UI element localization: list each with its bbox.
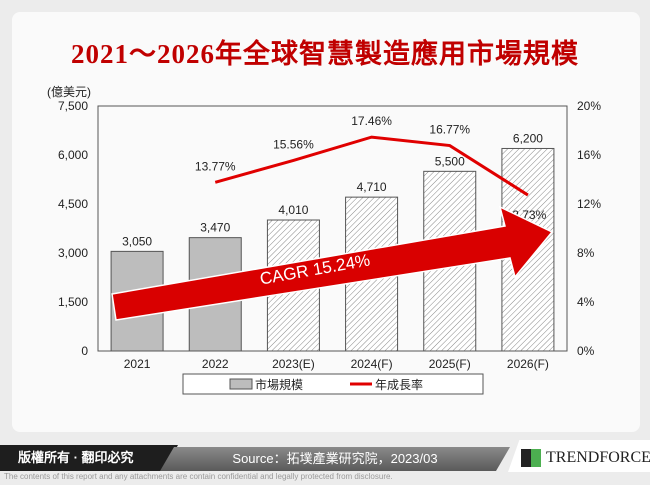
legend-line-label: 年成長率 bbox=[375, 377, 423, 392]
x-tick-label: 2026(F) bbox=[507, 357, 549, 371]
bar-data-label: 5,500 bbox=[435, 154, 465, 168]
y-tick-label: 7,500 bbox=[58, 99, 88, 113]
plot-area bbox=[97, 105, 568, 352]
y-tick-label: 4,500 bbox=[58, 197, 88, 211]
x-tick-label: 2023(E) bbox=[272, 357, 315, 371]
y-axis-label: (億美元) bbox=[47, 85, 91, 99]
chart: (億美元) 0 1,500 3,000 4,500 6,000 7,500 0% 4% 8% 12… bbox=[47, 85, 601, 395]
bar-data-label: 4,010 bbox=[278, 203, 308, 217]
disclaimer: The contents of this report and any atta… bbox=[4, 472, 393, 481]
y-tick-label: 1,500 bbox=[58, 295, 88, 309]
line-data-label: 16.77% bbox=[429, 123, 470, 137]
x-tick-label: 2022 bbox=[202, 357, 229, 371]
y2-tick-label: 8% bbox=[577, 246, 595, 260]
y-tick-label: 6,000 bbox=[58, 148, 88, 162]
trendforce-logo-icon bbox=[521, 449, 541, 467]
source-label: Source：拓墣產業研究院，2023/03 bbox=[160, 447, 510, 471]
y2-tick-label: 20% bbox=[577, 99, 601, 113]
x-tick-label: 2021 bbox=[124, 357, 151, 371]
x-tick-label: 2024(F) bbox=[351, 357, 393, 371]
line-data-label: 17.46% bbox=[351, 114, 392, 128]
bar-data-label: 3,470 bbox=[200, 221, 230, 235]
y2-tick-label: 4% bbox=[577, 295, 595, 309]
bar-data-label: 4,710 bbox=[357, 180, 387, 194]
y2-tick-label: 16% bbox=[577, 148, 601, 162]
logo-text: TRENDFORCE bbox=[546, 449, 650, 466]
line-data-label: 13.77% bbox=[195, 159, 236, 173]
bar-data-label: 3,050 bbox=[122, 234, 152, 248]
cagr-arrow bbox=[111, 205, 554, 321]
bar-data-label: 6,200 bbox=[513, 131, 543, 145]
line-data-label: 15.56% bbox=[273, 137, 314, 151]
legend-bar-swatch bbox=[229, 378, 253, 390]
chart-title: 2021～2026年全球智慧製造應用市場規模 bbox=[71, 39, 579, 69]
copyright-label: 版權所有 · 翻印必究 bbox=[0, 445, 178, 471]
y-tick-label: 3,000 bbox=[58, 246, 88, 260]
y-tick-label: 0 bbox=[81, 344, 88, 358]
growth-line bbox=[214, 135, 529, 197]
y2-tick-label: 12% bbox=[577, 197, 601, 211]
legend bbox=[182, 373, 484, 395]
legend-bar-label: 市場規模 bbox=[255, 377, 303, 392]
x-tick-label: 2025(F) bbox=[429, 357, 471, 371]
y2-tick-label: 0% bbox=[577, 344, 595, 358]
